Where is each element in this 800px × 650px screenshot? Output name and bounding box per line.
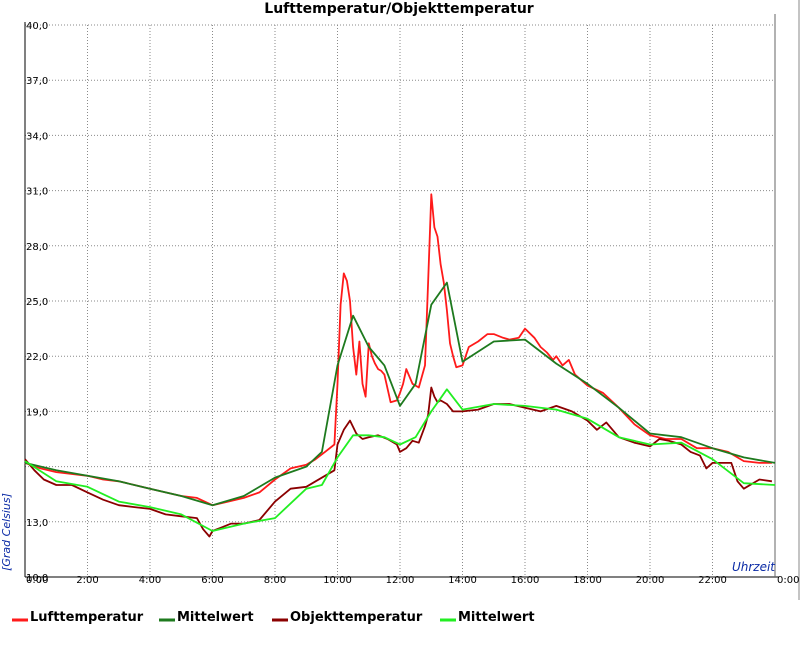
y-tick-label: 13,0 bbox=[26, 518, 48, 529]
x-tick-label: 22:00 bbox=[698, 575, 727, 586]
axes bbox=[24, 0, 800, 600]
y-tick-label: 37,0 bbox=[26, 76, 48, 87]
y-tick-label: 22,0 bbox=[26, 352, 48, 363]
x-tick-label: 20:00 bbox=[636, 575, 665, 586]
grid-lines bbox=[25, 24, 775, 577]
x-tick-label: 12:00 bbox=[386, 575, 415, 586]
legend-label-4: Mittelwert bbox=[458, 610, 535, 625]
x-tick-label: 14:00 bbox=[448, 575, 477, 586]
y-axis-label: [Grad Celsius] bbox=[0, 493, 13, 571]
y-tick-label: 10,0 bbox=[26, 573, 48, 584]
y-tick-label: 40,0 bbox=[26, 21, 48, 32]
x-tick-label: 0:00 bbox=[26, 575, 48, 586]
x-tick-label: 0:00 bbox=[777, 575, 799, 586]
x-tick-label: 6:00 bbox=[201, 575, 223, 586]
x-tick-label: 4:00 bbox=[139, 575, 161, 586]
y-tick-label: 25,0 bbox=[26, 297, 48, 308]
x-tick-label: 8:00 bbox=[264, 575, 286, 586]
x-tick-label: 2:00 bbox=[76, 575, 98, 586]
series-line-3 bbox=[24, 386, 773, 538]
x-tick-label: 10:00 bbox=[323, 575, 352, 586]
chart-title: Lufttemperatur/Objekttemperatur bbox=[264, 1, 534, 17]
x-axis-label: Uhrzeit bbox=[732, 560, 776, 574]
y-tick-label: 31,0 bbox=[26, 187, 48, 198]
x-tick-label: 16:00 bbox=[511, 575, 540, 586]
x-tick-label: 18:00 bbox=[573, 575, 602, 586]
y-tick-label: 34,0 bbox=[26, 131, 48, 142]
legend-label-2: Mittelwert bbox=[177, 610, 254, 625]
tick-labels: 10,0 13,0 19,0 22,0 25,0 28,0 31,0 34,0 37,0 40,0… bbox=[26, 21, 799, 586]
legend-label-1: Lufttemperatur bbox=[30, 610, 144, 625]
series-line-2 bbox=[24, 281, 776, 507]
legend-label-3: Objekttemperatur bbox=[290, 610, 423, 625]
y-tick-label: 19,0 bbox=[26, 407, 48, 418]
legend: Lufttemperatur Mittelwert Objekttemperatur… bbox=[12, 610, 535, 625]
series-lines bbox=[24, 193, 776, 538]
y-tick-label: 28,0 bbox=[26, 242, 48, 253]
series-line-4 bbox=[24, 388, 776, 532]
series-line-1 bbox=[24, 193, 772, 507]
